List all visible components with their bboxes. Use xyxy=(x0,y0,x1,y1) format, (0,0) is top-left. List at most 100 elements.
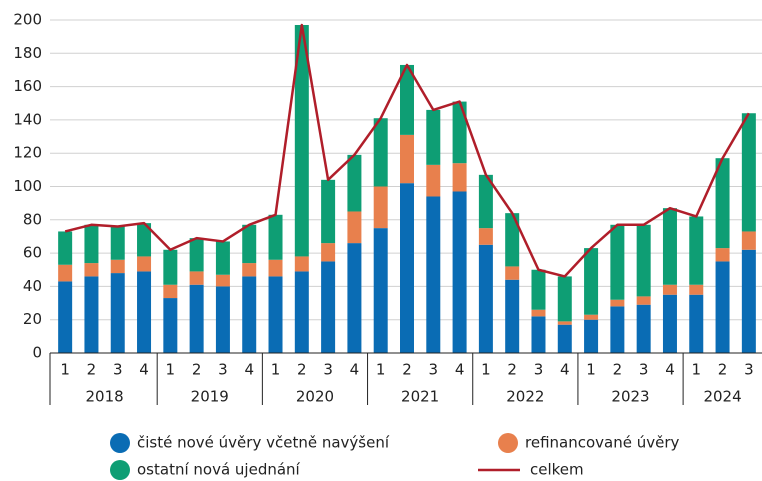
bar-segment xyxy=(110,273,125,353)
bar-segment xyxy=(347,154,362,212)
bar-segment xyxy=(426,109,441,165)
bar-segment xyxy=(137,256,152,272)
x-group-label: 2023 xyxy=(611,388,649,406)
bar-segment xyxy=(452,101,467,164)
legend-label: refinancované úvěry xyxy=(525,434,679,452)
bar-segment xyxy=(58,231,73,265)
x-tick-label: 4 xyxy=(244,361,254,379)
x-tick-label: 4 xyxy=(665,361,675,379)
legend-swatch xyxy=(498,433,518,453)
bar-segment xyxy=(189,271,204,285)
bar-segment xyxy=(741,231,756,250)
bar-segment xyxy=(531,269,546,310)
x-tick-label: 1 xyxy=(271,361,281,379)
bar-segment xyxy=(557,321,572,325)
bar-segment xyxy=(137,271,152,353)
x-tick-label: 2 xyxy=(87,361,97,379)
legend-label: ostatní nová ujednání xyxy=(137,461,301,479)
bar-segment xyxy=(400,64,414,135)
y-tick-label: 100 xyxy=(13,177,42,195)
bar-segment xyxy=(505,213,520,267)
bar-segment xyxy=(268,259,283,277)
x-tick-label: 3 xyxy=(639,361,649,379)
x-group-label: 2024 xyxy=(703,388,741,406)
bar-segment xyxy=(347,243,362,353)
bar-segment xyxy=(294,24,309,257)
bar-segment xyxy=(426,164,441,197)
bar-segment xyxy=(715,248,730,262)
bar-segment xyxy=(110,259,125,274)
bar-segment xyxy=(189,284,204,353)
bar-segment xyxy=(531,309,546,317)
y-tick-label: 180 xyxy=(13,44,42,62)
x-tick-label: 2 xyxy=(297,361,307,379)
bar-segment xyxy=(373,186,388,229)
line-series xyxy=(64,23,750,278)
y-tick-label: 60 xyxy=(23,244,42,262)
x-tick-label: 3 xyxy=(429,361,439,379)
x-tick-label: 2 xyxy=(718,361,728,379)
x-tick-label: 4 xyxy=(560,361,570,379)
bar-segment xyxy=(557,324,572,353)
bar-segment xyxy=(505,279,520,353)
bar-segment xyxy=(584,248,599,315)
x-tick-label: 1 xyxy=(481,361,491,379)
x-tick-label: 4 xyxy=(350,361,360,379)
bar-segment xyxy=(163,284,178,299)
bar-segment xyxy=(636,296,651,305)
x-tick-label: 3 xyxy=(323,361,333,379)
x-tick-label: 2 xyxy=(613,361,623,379)
bar-segment xyxy=(347,211,362,244)
bar-segment xyxy=(58,264,73,282)
bar-segment xyxy=(242,263,257,277)
bar-segment xyxy=(84,276,99,353)
bar-segment xyxy=(689,294,704,353)
bar-segment xyxy=(426,196,441,353)
bar-segment xyxy=(373,118,388,187)
bar-segment xyxy=(400,134,414,184)
bar-segment xyxy=(58,281,73,353)
y-tick-label: 200 xyxy=(13,11,42,29)
bar-segment xyxy=(741,249,756,353)
x-group-label: 2020 xyxy=(296,388,334,406)
legend-swatch xyxy=(110,460,130,480)
x-tick-label: 1 xyxy=(586,361,596,379)
x-group-label: 2022 xyxy=(506,388,544,406)
bar-segment xyxy=(215,274,230,287)
bar-segment xyxy=(715,158,730,249)
x-tick-label: 1 xyxy=(376,361,386,379)
bar-segment xyxy=(531,316,546,353)
bar-segment xyxy=(452,163,467,192)
x-tick-label: 4 xyxy=(139,361,149,379)
bar-segment xyxy=(163,249,178,285)
legend-swatch xyxy=(110,433,130,453)
bar-segment xyxy=(662,208,677,285)
bar-segment xyxy=(505,266,520,280)
bar-segment xyxy=(610,224,625,300)
bar-segment xyxy=(294,256,309,272)
x-tick-label: 3 xyxy=(744,361,754,379)
bar-segment xyxy=(478,174,493,229)
x-tick-label: 1 xyxy=(691,361,701,379)
x-group-label: 2021 xyxy=(401,388,439,406)
bar-segment xyxy=(321,179,336,244)
bar-segment xyxy=(584,314,599,320)
bar-segment xyxy=(215,286,230,353)
bar-segment xyxy=(400,183,414,353)
x-tick-label: 3 xyxy=(534,361,544,379)
bar-segment xyxy=(110,226,125,260)
bar-segment xyxy=(321,261,336,353)
bar-segment xyxy=(294,271,309,353)
bar-segment xyxy=(662,294,677,353)
y-tick-label: 40 xyxy=(23,277,42,295)
bar-segment xyxy=(478,244,493,353)
x-tick-label: 3 xyxy=(218,361,228,379)
bar-segment xyxy=(557,276,572,322)
bar-segment xyxy=(321,243,336,262)
bar-segment xyxy=(741,113,756,232)
x-group-label: 2018 xyxy=(85,388,123,406)
bar-segment xyxy=(215,241,230,275)
x-tick-label: 2 xyxy=(507,361,517,379)
bar-segment xyxy=(242,276,257,353)
